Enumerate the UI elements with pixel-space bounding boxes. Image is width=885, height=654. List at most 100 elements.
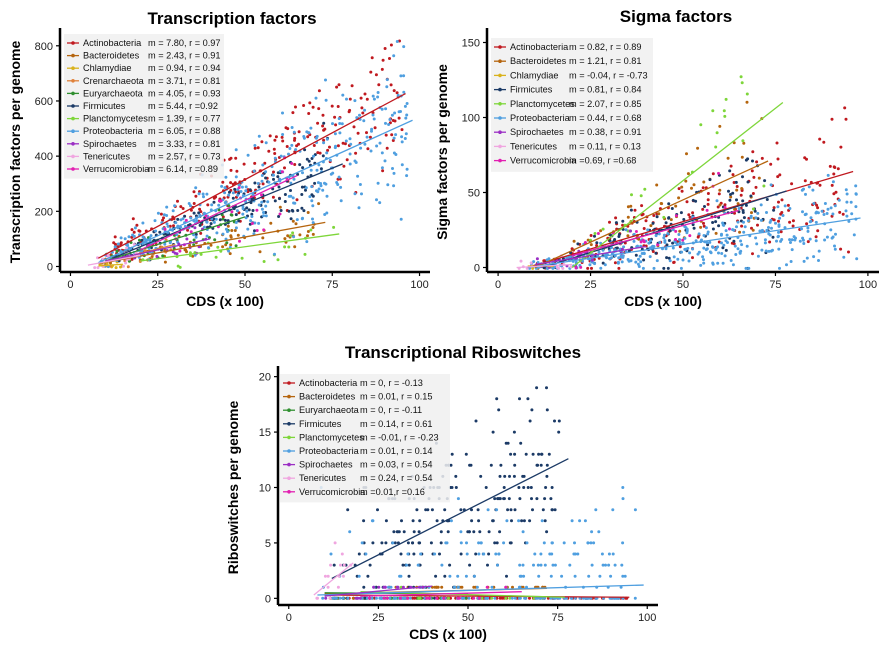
data-point [677, 187, 681, 191]
data-point [696, 146, 700, 150]
data-point [517, 519, 521, 523]
data-point [301, 171, 304, 175]
legend-point-swatch [498, 130, 502, 134]
data-point [319, 167, 323, 171]
data-point [735, 225, 738, 229]
data-point [260, 193, 263, 197]
data-point [237, 219, 241, 223]
data-point [317, 187, 321, 191]
data-point [706, 192, 710, 195]
data-point [383, 159, 387, 163]
data-point [342, 164, 346, 168]
data-point [735, 198, 738, 202]
data-point [370, 127, 374, 131]
data-point [258, 250, 262, 254]
data-point [322, 128, 326, 132]
data-point [234, 175, 238, 179]
data-point [665, 243, 669, 247]
legend-series-stats: m = 7.80, r = 0.97 [148, 38, 221, 48]
data-point [374, 73, 378, 77]
data-point [149, 234, 153, 238]
data-point [458, 596, 461, 600]
data-point [363, 596, 367, 600]
data-point [311, 232, 315, 236]
y-axis-title: Sigma factors per genome [434, 64, 450, 240]
data-point [317, 89, 321, 93]
data-point [753, 209, 757, 213]
data-point [396, 93, 400, 97]
data-point [493, 497, 497, 501]
legend-point-swatch [71, 142, 75, 146]
data-point [774, 221, 777, 225]
data-point [586, 238, 590, 242]
data-point [490, 596, 494, 600]
data-point [291, 231, 295, 235]
data-point [296, 209, 300, 212]
data-point [322, 121, 326, 125]
data-point [672, 261, 676, 264]
data-point [651, 221, 655, 225]
data-point [692, 183, 696, 187]
data-point [590, 258, 594, 262]
data-point [272, 147, 276, 151]
data-point [281, 139, 285, 143]
data-point [192, 202, 196, 205]
data-point [553, 508, 557, 512]
data-point [722, 243, 726, 247]
data-point [314, 136, 318, 140]
data-point [506, 441, 510, 445]
data-point [290, 143, 294, 147]
data-point [646, 228, 650, 232]
data-point [619, 585, 623, 589]
fit-line [571, 101, 784, 269]
data-point [764, 249, 768, 253]
data-point [601, 563, 605, 567]
data-point [517, 486, 521, 489]
data-point [685, 152, 688, 156]
data-point [529, 486, 533, 489]
data-point [502, 486, 506, 489]
data-point [800, 227, 803, 231]
data-point [294, 222, 298, 226]
x-tick-label: 0 [495, 279, 501, 291]
data-point [385, 85, 389, 89]
data-point [844, 209, 848, 213]
data-point [590, 563, 594, 567]
legend-series-stats: m = 1.21, r = 0.81 [569, 56, 642, 66]
data-point [662, 236, 666, 240]
data-point [636, 244, 639, 248]
data-point [682, 218, 686, 221]
data-point [768, 240, 772, 244]
data-point [356, 596, 360, 600]
legend-point-swatch [71, 53, 75, 58]
data-point [329, 563, 333, 567]
data-point [652, 214, 656, 217]
data-point [526, 486, 530, 489]
data-point [214, 217, 218, 221]
data-point [341, 596, 345, 600]
data-point [805, 256, 809, 260]
data-point [326, 148, 330, 152]
data-point [648, 255, 652, 259]
data-point [617, 235, 621, 238]
y-tick-label: 800 [35, 41, 53, 53]
data-point [781, 214, 785, 217]
data-point [249, 219, 253, 223]
data-point [127, 235, 131, 239]
data-point [199, 252, 203, 256]
data-point [433, 596, 436, 600]
data-point [654, 234, 658, 238]
data-point [248, 188, 252, 192]
data-point [668, 229, 672, 233]
data-point [389, 585, 393, 589]
data-point [328, 158, 332, 162]
data-point [361, 111, 365, 115]
data-point [599, 229, 603, 233]
data-point [303, 252, 307, 256]
data-point [356, 131, 360, 135]
data-point [649, 224, 653, 228]
data-point [366, 147, 370, 151]
data-point [535, 463, 539, 467]
chart-title: Transcription factors [147, 9, 316, 28]
data-point [803, 179, 807, 183]
